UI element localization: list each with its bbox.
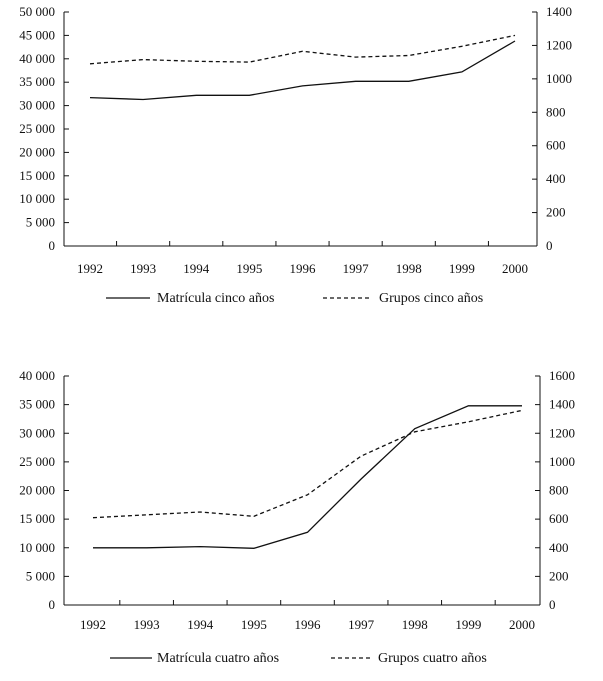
left-axis-tick-label: 10 000	[19, 191, 55, 206]
right-axis-tick-label: 1400	[546, 4, 572, 19]
right-axis-tick-label: 0	[549, 597, 556, 612]
left-axis-tick-label: 15 000	[19, 168, 55, 183]
left-axis-tick-label: 5 000	[26, 215, 55, 230]
left-axis-tick-label: 10 000	[19, 540, 55, 555]
right-axis-tick-label: 800	[549, 483, 569, 498]
left-axis-tick-label: 40 000	[19, 368, 55, 383]
left-axis-tick-label: 25 000	[19, 454, 55, 469]
legend-label: Grupos cuatro años	[378, 651, 487, 666]
right-axis-tick-label: 800	[546, 104, 566, 119]
right-axis-tick-label: 1000	[549, 454, 575, 469]
chart-five-years: 0 5 000 10 000 15 000 20 000 25 000 30 000 35 0…	[19, 4, 572, 306]
right-axis-tick-label: 1000	[546, 71, 572, 86]
x-axis-tick-label: 1992	[77, 261, 103, 276]
left-axis-tick-label: 25 000	[19, 121, 55, 136]
left-axis-tick-label: 5 000	[26, 568, 55, 583]
x-axis-tick-label: 1999	[449, 261, 475, 276]
x-axis-tick-label: 1996	[295, 617, 322, 632]
right-axis-tick-label: 600	[549, 511, 569, 526]
x-axis-tick-label: 1994	[187, 617, 214, 632]
right-axis-tick-label: 600	[546, 138, 566, 153]
left-axis-tick-label: 45 000	[19, 27, 55, 42]
left-axis-tick-label: 35 000	[19, 397, 55, 412]
x-axis-tick-label: 1995	[236, 261, 262, 276]
x-axis-tick-label: 1994	[183, 261, 210, 276]
x-axis-tick-label: 1996	[290, 261, 317, 276]
x-axis-tick-label: 1992	[80, 617, 106, 632]
legend-label: Matrícula cuatro años	[157, 651, 279, 666]
left-axis-tick-label: 15 000	[19, 511, 55, 526]
x-axis-tick-label: 1998	[396, 261, 422, 276]
right-axis-tick-label: 200	[549, 568, 569, 583]
x-axis-tick-label: 1999	[455, 617, 481, 632]
legend-label: Matrícula cinco años	[157, 291, 274, 306]
left-axis-tick-label: 20 000	[19, 144, 55, 159]
legend-label: Grupos cinco años	[379, 291, 483, 306]
right-axis-tick-label: 1400	[549, 397, 575, 412]
series-line-groups	[92, 409, 523, 519]
right-axis-tick-label: 1200	[549, 425, 575, 440]
left-axis-tick-label: 0	[49, 597, 56, 612]
right-axis-tick-label: 1200	[546, 37, 572, 52]
right-axis-tick-label: 1600	[549, 368, 575, 383]
x-axis-tick-label: 1997	[348, 617, 375, 632]
series-line-groups	[89, 34, 516, 65]
x-axis-tick-label: 2000	[509, 617, 535, 632]
left-axis-tick-label: 35 000	[19, 74, 55, 89]
chart-four-years: 0 5 000 10 000 15 000 20 000 25 000 30 000 35 0…	[19, 368, 575, 666]
x-axis-tick-label: 1995	[241, 617, 267, 632]
x-axis-tick-label: 1993	[130, 261, 156, 276]
right-axis-tick-label: 200	[546, 205, 566, 220]
left-axis-tick-label: 30 000	[19, 98, 55, 113]
x-axis-tick-label: 2000	[502, 261, 528, 276]
right-axis-tick-label: 400	[549, 540, 569, 555]
series-line-enrollment	[89, 40, 516, 101]
x-axis-tick-label: 1993	[134, 617, 160, 632]
series-line-enrollment	[93, 405, 522, 549]
left-axis-tick-label: 20 000	[19, 483, 55, 498]
x-axis-tick-label: 1997	[343, 261, 370, 276]
left-axis-tick-label: 40 000	[19, 51, 55, 66]
right-axis-tick-label: 400	[546, 171, 566, 186]
left-axis-tick-label: 50 000	[19, 4, 55, 19]
left-axis-tick-label: 0	[49, 238, 56, 253]
x-axis-tick-label: 1998	[402, 617, 428, 632]
left-axis-tick-label: 30 000	[19, 425, 55, 440]
right-axis-tick-label: 0	[546, 238, 553, 253]
